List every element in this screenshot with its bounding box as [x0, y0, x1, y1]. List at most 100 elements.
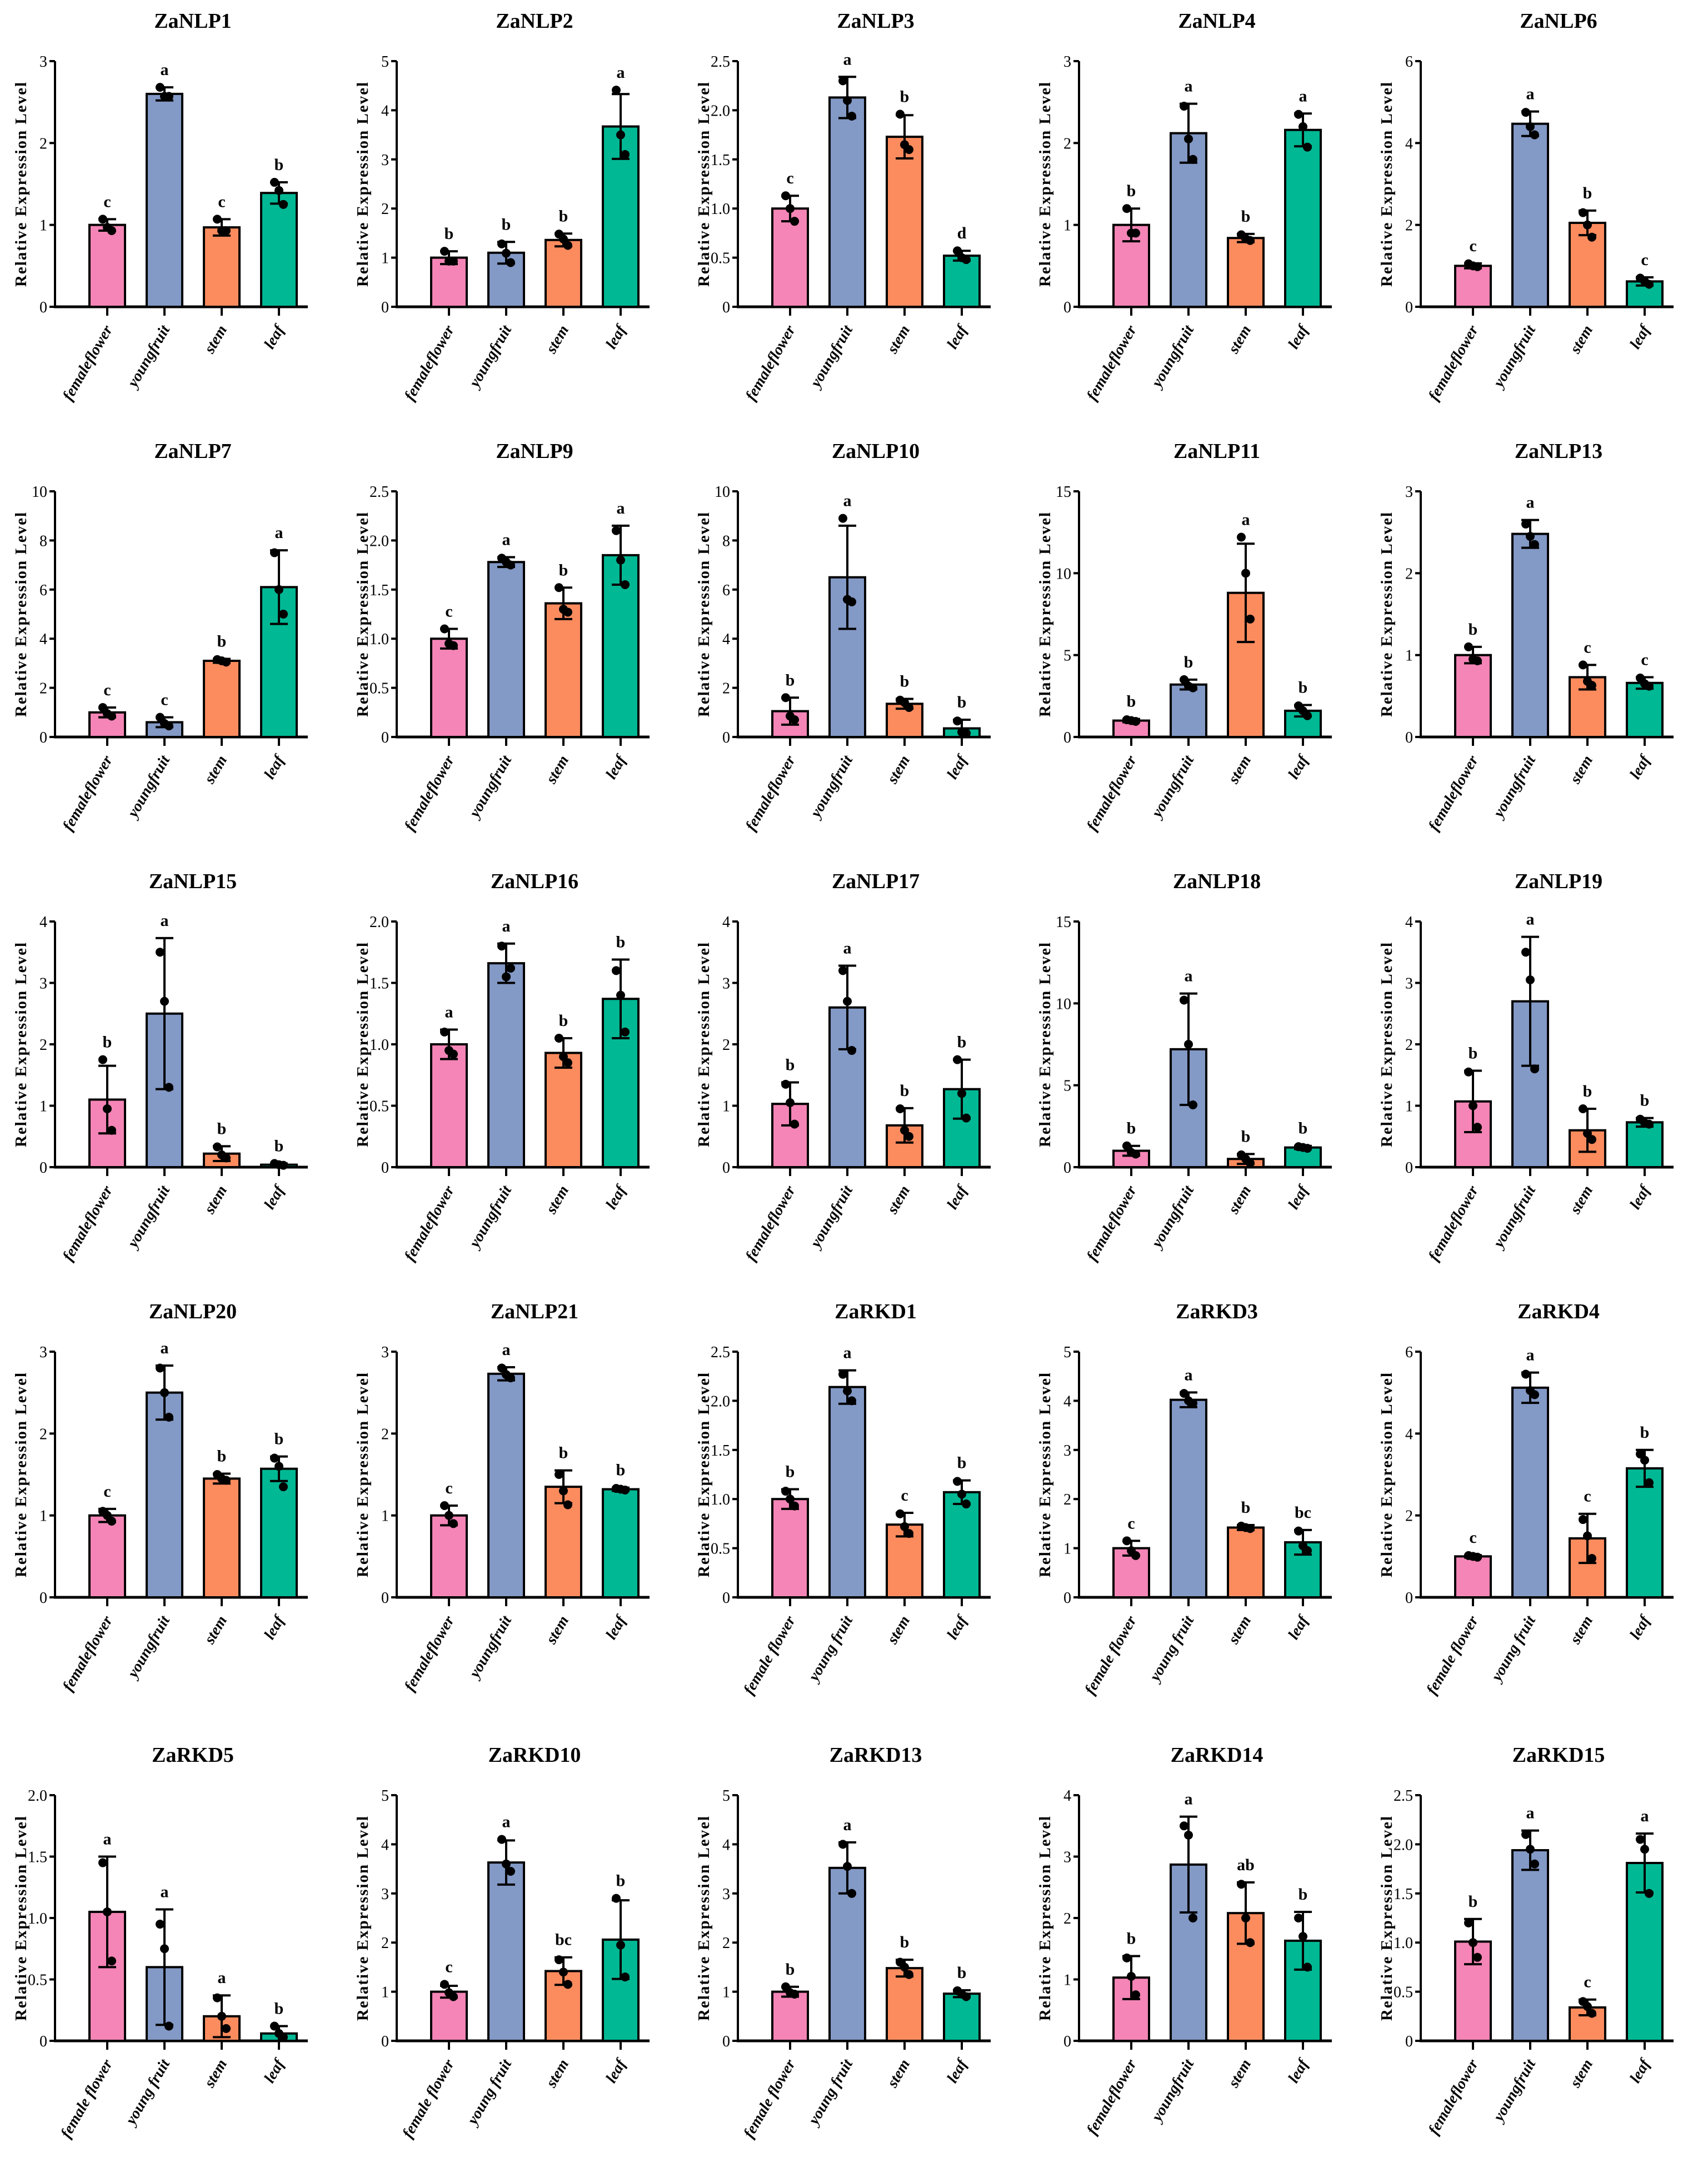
x-tick-label: youngfruit [1147, 752, 1197, 822]
y-tick-label: 3 [1405, 484, 1413, 501]
y-tick-label: 3 [381, 1344, 389, 1361]
y-tick-label: 0 [381, 729, 389, 746]
y-tick-label: 0.5 [711, 250, 730, 267]
bar [1511, 532, 1549, 738]
y-tick-label: 0 [1405, 1159, 1413, 1177]
x-tick-label: stem [542, 1613, 572, 1647]
significance-letter: a [161, 911, 169, 930]
y-tick-label: 4 [1405, 1426, 1413, 1443]
y-tick-label: 1.0 [711, 1491, 730, 1508]
x-tick-label: leaf [1626, 1612, 1654, 1643]
replicate-point [1184, 1830, 1193, 1840]
significance-letter: b [559, 1444, 568, 1462]
replicate-point [156, 1920, 164, 1929]
significance-letter: a [275, 524, 283, 542]
x-tick-label: stem [1225, 1183, 1255, 1217]
bar [260, 192, 298, 308]
y-tick-label: 1.5 [369, 975, 389, 993]
replicate-point [1530, 540, 1539, 549]
bar [545, 1486, 582, 1599]
replicate-point [156, 948, 164, 957]
significance-letter: b [217, 1119, 227, 1138]
bar [203, 659, 241, 738]
x-tick-label: young fruit [805, 1612, 857, 1686]
replicate-point [847, 112, 856, 121]
y-tick-label: 2.0 [369, 914, 389, 931]
significance-letter: c [103, 1482, 111, 1501]
y-tick-label: 2 [1063, 135, 1071, 152]
y-tick-label: 1.0 [369, 631, 389, 648]
bar [828, 1866, 866, 2043]
x-tick-label: youngfruit [1489, 322, 1539, 392]
replicate-point [497, 1835, 506, 1844]
x-tick-label: leaf [1285, 2055, 1312, 2086]
x-tick-label: youngfruit [465, 1182, 515, 1252]
replicate-point [156, 713, 164, 722]
chart-panel: ZaNLP13 Relative Expression Level 0 1 2 3 b fem… [1378, 440, 1674, 834]
y-tick-label: 3 [1063, 1442, 1071, 1459]
bar [1227, 237, 1265, 308]
replicate-point [156, 1363, 164, 1373]
significance-letter: b [1127, 182, 1136, 200]
significance-letter: b [1127, 1930, 1136, 1948]
bar [430, 1514, 468, 1599]
x-tick-label: female flower [740, 1612, 799, 1697]
x-tick-label: leaf [1285, 1182, 1312, 1213]
significance-letter: a [617, 499, 625, 517]
replicate-point [440, 247, 449, 256]
y-tick-label: 2 [39, 680, 47, 698]
x-tick-label: femaleflower [1425, 1182, 1482, 1264]
replicate-point [953, 1055, 962, 1064]
y-tick-label: 10 [32, 484, 47, 501]
replicate-point [222, 1153, 231, 1163]
bar [1227, 1526, 1265, 1598]
x-tick-label: leaf [261, 1612, 288, 1643]
replicate-point [559, 235, 568, 244]
x-tick-label: youngfruit [806, 1182, 856, 1252]
bar [1284, 128, 1322, 308]
y-tick-label: 5 [1063, 647, 1071, 665]
replicate-point [213, 215, 222, 224]
replicate-point [1246, 236, 1255, 245]
replicate-point [905, 1132, 913, 1141]
replicate-point [786, 1098, 795, 1107]
significance-letter: b [1469, 1044, 1478, 1063]
replicate-point [838, 966, 847, 975]
y-tick-label: 4 [1063, 1787, 1071, 1805]
replicate-point [279, 610, 288, 619]
significance-letter: b [274, 1430, 284, 1448]
replicate-point [1180, 1389, 1188, 1398]
y-tick-label: 1.5 [28, 1849, 47, 1866]
y-tick-label: 4 [39, 914, 47, 931]
x-tick-label: stem [883, 1183, 913, 1217]
x-tick-label: femaleflower [1083, 752, 1141, 834]
replicate-point [838, 514, 847, 523]
y-tick-label: 1 [381, 1984, 389, 2001]
significance-letter: a [1526, 1346, 1535, 1364]
y-axis-label: Relative Expression Level [354, 1372, 372, 1577]
bar [1511, 122, 1549, 308]
bar [260, 1467, 298, 1599]
replicate-point [274, 1462, 283, 1471]
replicate-point [563, 241, 572, 250]
replicate-point [164, 1083, 173, 1092]
replicate-point [786, 204, 795, 213]
x-tick-label: stem [1566, 753, 1596, 787]
x-tick-label: leaf [1626, 2055, 1654, 2086]
replicate-point [213, 1993, 222, 2002]
x-tick-label: leaf [602, 2055, 630, 2086]
replicate-point [1640, 1456, 1649, 1465]
replicate-point [1530, 1390, 1539, 1399]
replicate-point [449, 1049, 458, 1059]
replicate-point [1122, 1141, 1131, 1150]
chart-panel: ZaNLP1 Relative Expression Level 0 1 2 3 c fema… [12, 9, 308, 403]
x-tick-label: femaleflower [1425, 322, 1482, 403]
x-tick-label: female flower [1423, 1612, 1482, 1697]
significance-letter: c [786, 169, 793, 187]
replicate-point [506, 560, 515, 570]
x-tick-label: femaleflower [742, 752, 800, 834]
replicate-point [612, 526, 621, 535]
replicate-point [838, 76, 847, 86]
significance-letter: a [161, 61, 169, 79]
chart-panel: ZaNLP2 Relative Expression Level 0 1 2 3 4 5 b fe… [354, 9, 650, 403]
